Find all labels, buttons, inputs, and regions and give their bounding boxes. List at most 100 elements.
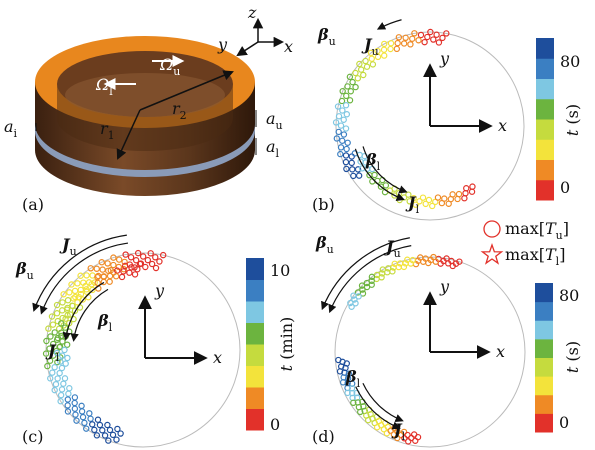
trajectory-point <box>127 270 132 275</box>
trajectory-point <box>349 160 354 165</box>
colorbar-band <box>535 339 553 358</box>
trajectory-point <box>48 334 53 339</box>
j-u: Ju <box>59 235 77 258</box>
trajectory-point <box>157 259 162 264</box>
trajectory-point <box>107 427 112 432</box>
trajectory-point <box>62 347 67 352</box>
trajectory-point <box>470 184 475 189</box>
legend-marker <box>484 221 500 237</box>
colorbar-band <box>536 38 554 59</box>
trajectory-point <box>88 416 93 421</box>
trajectory-point <box>119 274 124 279</box>
trajectory-point <box>345 84 350 89</box>
colorbar-band <box>536 58 554 79</box>
beta-u-base: β <box>15 259 27 278</box>
trajectory-point <box>388 46 393 51</box>
trajectory-point <box>55 376 60 381</box>
beta-l-sub: l <box>357 377 361 390</box>
legend-suffix: ] <box>559 245 565 264</box>
colorbar-band <box>535 320 553 339</box>
legend-entry: max[Tl] <box>505 245 565 268</box>
trajectory-point <box>436 40 441 45</box>
trajectory-point <box>383 183 388 188</box>
trajectory-point <box>341 117 346 122</box>
a-u-sub: u <box>276 119 283 132</box>
trajectory-point <box>54 311 59 316</box>
r2-sub: 2 <box>180 109 187 122</box>
panel-label: (a) <box>22 195 44 214</box>
colorbar-tick-label: 0 <box>560 178 570 197</box>
legend-entry: max[Tu] <box>505 219 569 242</box>
trajectory-point <box>462 196 467 201</box>
a-i-base: a <box>4 117 14 136</box>
axis-x: x <box>496 342 505 361</box>
omega-l-sub: l <box>109 85 113 98</box>
colorbar-unit: (min) <box>277 317 296 360</box>
colorbar-band <box>535 413 553 432</box>
omega-u-sub: u <box>173 65 180 78</box>
beta-l-base: β <box>365 150 377 169</box>
colorbar-band <box>246 301 264 323</box>
trajectory-point <box>107 279 112 284</box>
trajectory-point <box>336 129 341 134</box>
trajectory-point <box>73 412 78 417</box>
trajectory-point <box>388 41 393 46</box>
legend-prefix: max[ <box>505 219 545 238</box>
trajectory-point <box>440 35 445 40</box>
trajectory-point <box>402 41 407 46</box>
trajectory-point <box>343 160 348 165</box>
beta-l: βl <box>365 150 381 173</box>
trajectory-point <box>395 40 400 45</box>
trajectory-point <box>403 35 408 40</box>
beta-u: βu <box>15 259 34 282</box>
trajectory-point <box>141 254 146 259</box>
trajectory-point <box>100 267 105 272</box>
panel-label: (b) <box>312 195 335 214</box>
trajectory-point <box>359 67 364 72</box>
beta-l-sub: l <box>377 160 381 173</box>
trajectory-point <box>114 437 119 442</box>
panel-label: (c) <box>22 427 43 446</box>
trajectory-point <box>117 257 122 262</box>
colorbar-band <box>246 280 264 302</box>
colorbar-band <box>246 323 264 345</box>
trajectory-point <box>87 411 92 416</box>
trajectory-point <box>90 422 95 427</box>
colorbar-label: t (min) <box>277 317 296 372</box>
trajectory-point <box>79 403 84 408</box>
trajectory-point <box>59 393 64 398</box>
beta-l-sub: l <box>109 321 113 334</box>
legend-prefix: max[ <box>505 245 545 264</box>
colorbar-band <box>535 358 553 377</box>
axis-x: x <box>284 37 293 56</box>
trajectory-point <box>59 387 64 392</box>
colorbar-unit: (s) <box>563 104 582 125</box>
colorbar-band <box>536 99 554 120</box>
trajectory-point <box>344 93 349 98</box>
axis-z: z <box>247 3 257 22</box>
beta-u-sub: u <box>327 243 334 256</box>
trajectory-point <box>94 266 99 271</box>
trajectory-point <box>422 40 427 45</box>
beta-u: βu <box>317 25 336 48</box>
trajectory-point <box>65 298 70 303</box>
r1-sub: 1 <box>108 129 115 142</box>
trajectory-point <box>82 420 87 425</box>
colorbar-var: t <box>277 364 296 371</box>
trajectory-point <box>382 53 387 58</box>
trajectory-point <box>343 126 348 131</box>
legend-suffix: ] <box>563 219 569 238</box>
trajectory-point <box>132 272 137 277</box>
colorbar-label: t (s) <box>563 104 582 136</box>
axis-y: y <box>154 281 165 300</box>
trajectory-point <box>338 145 343 150</box>
j-l-sub: l <box>56 351 60 364</box>
colorbar-tick-label: 80 <box>560 52 580 71</box>
trajectory-point <box>72 395 77 400</box>
colorbar-band <box>246 387 264 409</box>
trajectory-point <box>353 70 358 75</box>
trajectory-point <box>345 140 350 145</box>
trajectory-point <box>450 192 455 197</box>
trajectory-point <box>72 406 77 411</box>
trajectory-point <box>420 195 425 200</box>
